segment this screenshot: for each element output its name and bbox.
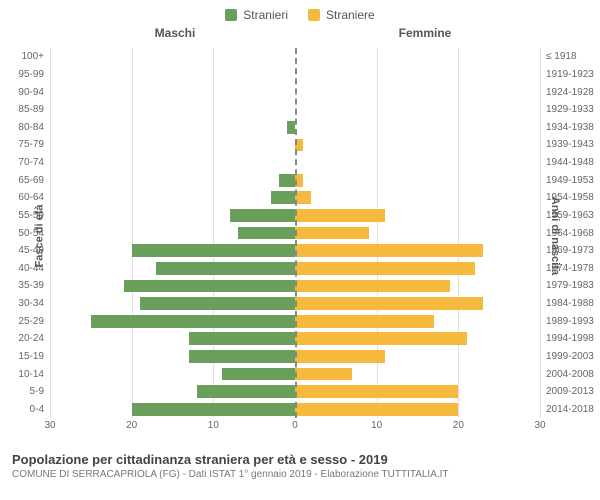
legend-swatch-female	[308, 9, 320, 21]
x-tick: 10	[371, 420, 382, 431]
bar-female	[295, 315, 434, 328]
birth-year-label: 1949-1953	[540, 175, 596, 186]
bar-female	[295, 403, 458, 416]
birth-year-label: 2014-2018	[540, 404, 596, 415]
bar-male	[91, 315, 295, 328]
birth-year-label: 1979-1983	[540, 280, 596, 291]
birth-year-label: 1944-1948	[540, 157, 596, 168]
age-label: 45-49	[8, 245, 50, 256]
column-title-female: Femmine	[300, 26, 550, 40]
bar-male	[132, 244, 295, 257]
legend-label-male: Stranieri	[243, 8, 288, 22]
age-label: 50-54	[8, 228, 50, 239]
age-label: 15-19	[8, 351, 50, 362]
birth-year-label: 1994-1998	[540, 333, 596, 344]
age-label: 20-24	[8, 333, 50, 344]
chart: Maschi Femmine Fasce di età Anni di nasc…	[0, 26, 600, 446]
birth-year-label: 2009-2013	[540, 386, 596, 397]
birth-year-label: 2004-2008	[540, 369, 596, 380]
bar-male	[132, 403, 295, 416]
x-tick: 0	[292, 420, 298, 431]
x-axis: 3020100102030	[50, 420, 540, 436]
bar-male	[238, 227, 295, 240]
birth-year-label: 1934-1938	[540, 122, 596, 133]
bar-male	[271, 191, 296, 204]
birth-year-label: 1964-1968	[540, 228, 596, 239]
bar-male	[279, 174, 295, 187]
bar-female	[295, 227, 369, 240]
birth-year-label: 1919-1923	[540, 69, 596, 80]
x-tick: 10	[208, 420, 219, 431]
footer-title: Popolazione per cittadinanza straniera p…	[12, 452, 588, 467]
birth-year-label: 1989-1993	[540, 316, 596, 327]
footer: Popolazione per cittadinanza straniera p…	[0, 446, 600, 480]
age-label: 75-79	[8, 139, 50, 150]
bar-female	[295, 350, 385, 363]
birth-year-label: 1954-1958	[540, 192, 596, 203]
x-tick: 20	[126, 420, 137, 431]
bar-female	[295, 332, 467, 345]
x-tick: 30	[534, 420, 545, 431]
bar-female	[295, 368, 352, 381]
bar-female	[295, 385, 458, 398]
age-label: 0-4	[8, 404, 50, 415]
birth-year-label: 1984-1988	[540, 298, 596, 309]
x-tick: 20	[453, 420, 464, 431]
column-title-male: Maschi	[50, 26, 300, 40]
center-axis-line	[295, 48, 297, 418]
age-label: 95-99	[8, 69, 50, 80]
age-label: 5-9	[8, 386, 50, 397]
plot-area: 100+≤ 191895-991919-192390-941924-192885…	[50, 48, 540, 418]
birth-year-label: 1999-2003	[540, 351, 596, 362]
bar-male	[124, 280, 296, 293]
bar-female	[295, 209, 385, 222]
bar-female	[295, 262, 475, 275]
birth-year-label: 1929-1933	[540, 104, 596, 115]
birth-year-label: 1939-1943	[540, 139, 596, 150]
bar-female	[295, 297, 483, 310]
age-label: 25-29	[8, 316, 50, 327]
bar-male	[189, 332, 295, 345]
bar-female	[295, 244, 483, 257]
birth-year-label: 1969-1973	[540, 245, 596, 256]
bar-male	[287, 121, 295, 134]
bar-male	[189, 350, 295, 363]
age-label: 65-69	[8, 175, 50, 186]
age-label: 85-89	[8, 104, 50, 115]
birth-year-label: 1974-1978	[540, 263, 596, 274]
bar-female	[295, 280, 450, 293]
bar-male	[222, 368, 296, 381]
age-label: 30-34	[8, 298, 50, 309]
age-label: 40-44	[8, 263, 50, 274]
bar-male	[140, 297, 295, 310]
birth-year-label: 1959-1963	[540, 210, 596, 221]
bar-female	[295, 191, 311, 204]
x-tick: 30	[44, 420, 55, 431]
legend-label-female: Straniere	[326, 8, 375, 22]
age-label: 70-74	[8, 157, 50, 168]
birth-year-label: ≤ 1918	[540, 51, 596, 62]
age-label: 80-84	[8, 122, 50, 133]
bar-male	[197, 385, 295, 398]
age-label: 90-94	[8, 87, 50, 98]
age-label: 35-39	[8, 280, 50, 291]
age-label: 60-64	[8, 192, 50, 203]
legend-swatch-male	[225, 9, 237, 21]
footer-subtitle: COMUNE DI SERRACAPRIOLA (FG) - Dati ISTA…	[12, 469, 588, 480]
birth-year-label: 1924-1928	[540, 87, 596, 98]
age-label: 100+	[8, 51, 50, 62]
age-label: 10-14	[8, 369, 50, 380]
bar-male	[230, 209, 295, 222]
legend: Stranieri Straniere	[0, 0, 600, 26]
age-label: 55-59	[8, 210, 50, 221]
column-titles: Maschi Femmine	[0, 26, 600, 40]
legend-item-female: Straniere	[308, 8, 375, 22]
bar-male	[156, 262, 295, 275]
legend-item-male: Stranieri	[225, 8, 288, 22]
